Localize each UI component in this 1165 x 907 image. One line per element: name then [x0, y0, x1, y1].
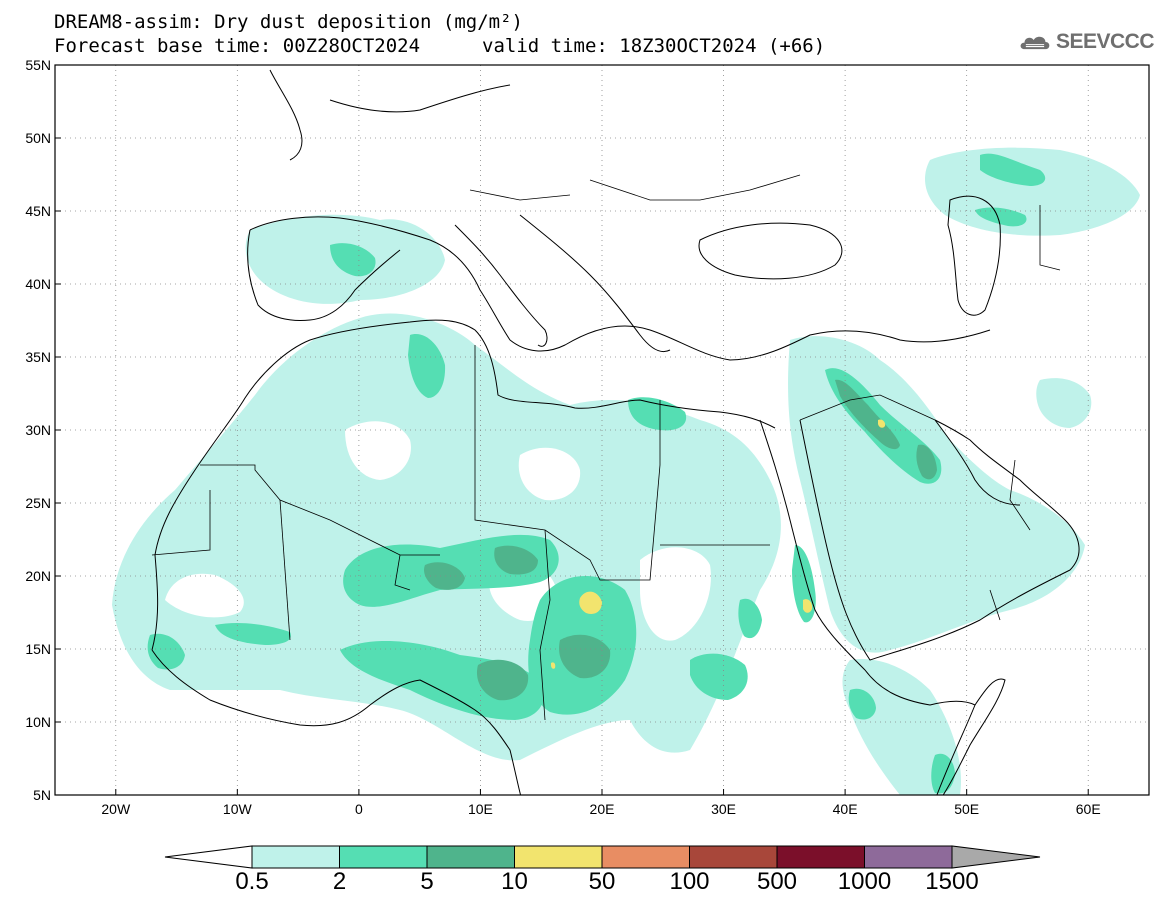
colorbar-label: 1000	[837, 868, 892, 895]
colorbar-label: 50	[588, 868, 616, 895]
lat-label: 15N	[25, 641, 51, 657]
colorbar-box	[864, 845, 953, 869]
shading-level-0p5	[112, 147, 1140, 795]
colorbar-over-triangle	[951, 845, 1041, 869]
lon-label: 10E	[468, 801, 493, 817]
graticule-grid	[55, 65, 1149, 795]
forecast-base-time: Forecast base time: 00Z28OCT2024	[54, 35, 421, 57]
lon-label: 50E	[954, 801, 979, 817]
colorbar-box	[776, 845, 865, 869]
colorbar-label: 10	[501, 868, 528, 895]
colorbar-box	[601, 845, 690, 869]
lat-label: 10N	[25, 714, 51, 730]
colorbar	[164, 845, 1041, 869]
valid-time: valid time: 18Z30OCT2024 (+66)	[482, 35, 826, 57]
longitude-labels: 20W 10W 0 10E 20E 30E 40E 50E 60E	[101, 789, 1101, 817]
logo-text: SEEVCCC	[1055, 30, 1155, 53]
lat-label: 35N	[25, 349, 51, 365]
colorbar-label: 2	[332, 868, 347, 895]
colorbar-label: 500	[756, 868, 798, 895]
lat-label: 40N	[25, 276, 51, 292]
colorbar-label: 5	[420, 868, 434, 895]
lon-label: 20E	[590, 801, 615, 817]
colorbar-under-triangle	[164, 845, 253, 869]
lon-label: 30E	[711, 801, 736, 817]
lon-label: 20W	[101, 801, 131, 817]
lat-label: 5N	[33, 787, 51, 803]
coastlines-borders	[151, 69, 1080, 795]
seevccc-logo: SEEVCCC	[1018, 26, 1155, 58]
colorbar-box	[251, 845, 340, 869]
lat-label: 20N	[25, 568, 51, 584]
colorbar-box	[689, 845, 778, 869]
colorbar-label: 1500	[925, 868, 979, 895]
lon-label: 60E	[1076, 801, 1101, 817]
shading-level-10	[551, 419, 886, 669]
colorbar-box	[514, 845, 603, 869]
latitude-labels: 55N 50N 45N 40N 35N 30N 25N 20N 15N 10N 5N	[25, 57, 61, 803]
colorbar-box	[426, 845, 515, 869]
colorbar-box	[339, 845, 428, 869]
lat-label: 25N	[25, 495, 51, 511]
cloud-icon	[1020, 36, 1050, 50]
lon-label: 10W	[223, 801, 253, 817]
colorbar-label: 0.5	[235, 868, 269, 895]
lat-label: 50N	[25, 130, 51, 146]
lat-label: 30N	[25, 422, 51, 438]
lat-label: 55N	[25, 57, 51, 73]
map-title: DREAM8-assim: Dry dust deposition (mg/m²…	[54, 11, 523, 33]
dust-shading	[112, 147, 1140, 795]
lon-label: 0	[355, 801, 363, 817]
lat-label: 45N	[25, 203, 51, 219]
shading-level-5	[424, 379, 937, 701]
lon-label: 40E	[833, 801, 858, 817]
colorbar-label: 100	[669, 868, 710, 895]
